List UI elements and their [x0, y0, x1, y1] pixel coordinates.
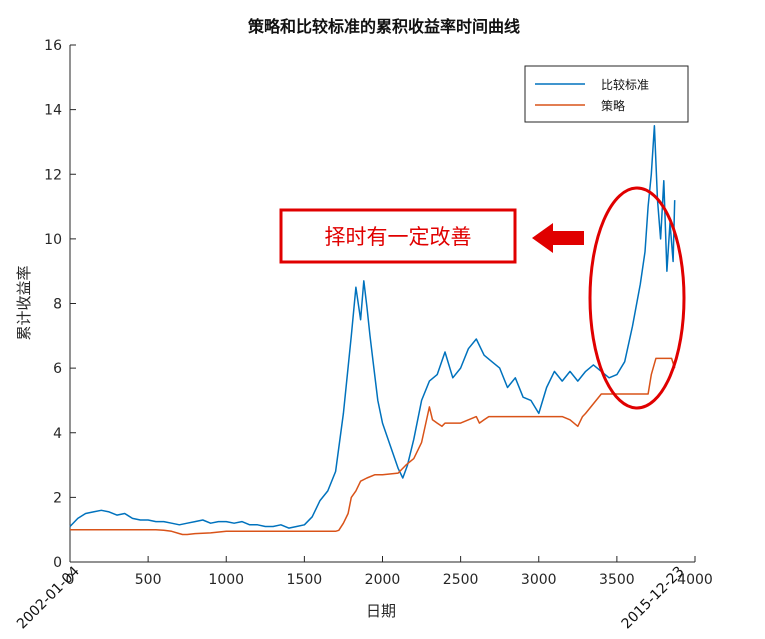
axes: 0 500 1000 1500 2000 2500 3000 3500 4000 0 2 4 6 8 10 1…: [44, 38, 713, 588]
x-tick-label: 500: [135, 572, 162, 588]
annotation-box: [279, 208, 517, 264]
legend-label-strategy: 策略: [601, 98, 625, 113]
legend-label-benchmark: 比较标准: [601, 77, 649, 92]
legend: 比较标准 策略: [524, 65, 689, 123]
legend-box: [524, 65, 689, 123]
y-tick-label: 16: [44, 38, 62, 54]
series-line-benchmark: [69, 125, 676, 529]
x-tick-label: 1000: [208, 572, 244, 588]
annotation: 择时有一定改善: [279, 186, 686, 410]
y-tick-label: 14: [44, 103, 62, 119]
highlight-ellipse: [588, 186, 686, 410]
y-tick-label: 2: [53, 490, 62, 506]
y-tick-label: 0: [53, 555, 62, 571]
x-tick-label: 0: [66, 572, 75, 588]
plot-area: [69, 125, 676, 536]
x-axis-label: 日期: [366, 602, 396, 620]
y-tick-label: 8: [53, 297, 62, 313]
x-tick-label: 3500: [599, 572, 635, 588]
date-labels: 2002-01-04 2015-12-23: [14, 563, 688, 632]
y-tick-label: 4: [53, 426, 62, 442]
x-tick-label: 3000: [521, 572, 557, 588]
x-tick-label: 1500: [287, 572, 323, 588]
y-axis-label: 累计收益率: [15, 265, 33, 340]
series-line-strategy: [70, 357, 676, 536]
y-tick-label: 10: [44, 232, 62, 248]
left-arrow-icon: [532, 223, 584, 253]
x-tick-label: 2500: [443, 572, 479, 588]
chart-title: 策略和比较标准的累积收益率时间曲线: [247, 17, 520, 36]
annotation-text: 择时有一定改善: [325, 225, 472, 249]
x-tick-label: 2000: [365, 572, 401, 588]
date-label: 2002-01-04: [14, 563, 83, 632]
y-tick-label: 6: [53, 361, 62, 377]
y-tick-label: 12: [44, 167, 62, 183]
x-tick-label: 4000: [677, 572, 713, 588]
